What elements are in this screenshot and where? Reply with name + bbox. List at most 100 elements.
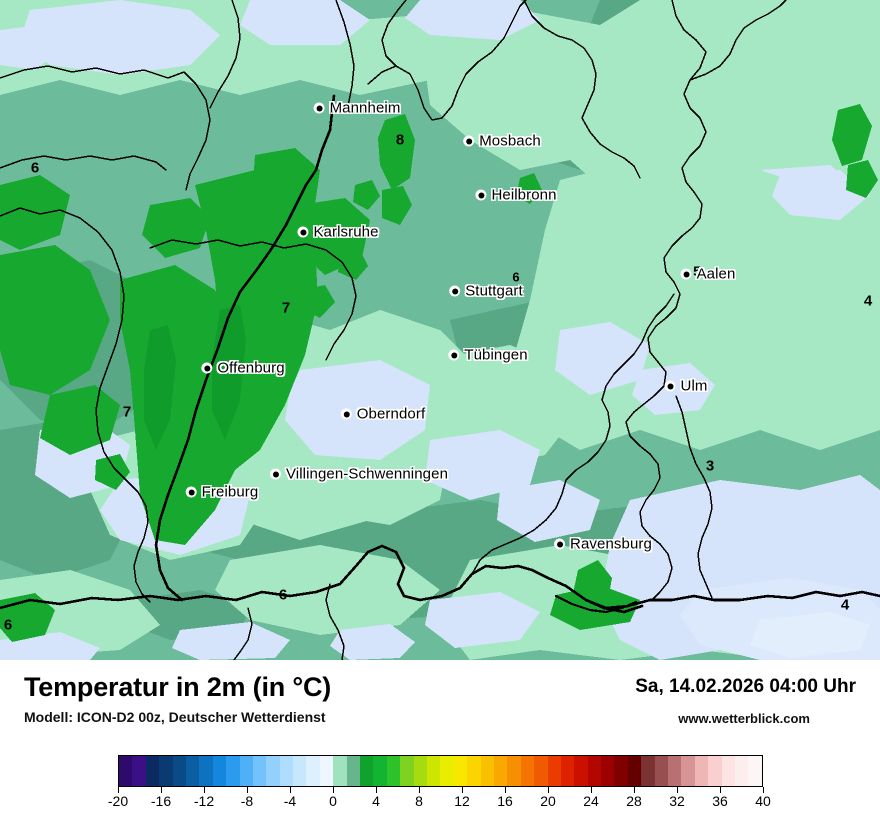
city-dot-icon [269,468,281,480]
footer-panel: Temperatur in 2m (in °C) Modell: ICON-D2… [0,660,880,830]
colorbar-swatch [520,756,535,786]
city-label: Aalen [696,265,736,283]
colorbar-tick-label: 32 [669,793,685,809]
site-url-label: www.wetterblick.com [678,711,810,726]
colorbar-swatch [172,756,186,786]
colorbar-swatch [252,756,267,786]
isotherm-label: 6 [30,159,40,177]
colorbar-swatch [346,756,361,786]
colorbar-tick [634,787,635,793]
colorbar-swatch [266,756,280,786]
colorbar-swatch [694,756,709,786]
city-label: Karlsruhe [313,223,379,241]
colorbar-swatch [239,756,253,786]
city-marker-karlsruhe[interactable]: Karlsruhe [297,224,378,241]
city-label: Freiburg [201,483,259,501]
colorbar-swatch [560,756,575,786]
colorbar-swatch [145,756,160,786]
colorbar-tick-label: -8 [240,793,254,809]
isotherm-label: 6 [278,586,288,604]
colorbar-swatch [601,756,615,786]
colorbar-ticks [118,787,764,795]
colorbar-tick [720,787,721,793]
colorbar-tick-label: -20 [107,793,129,809]
city-marker-oberndorf[interactable]: Oberndorf [340,406,425,423]
colorbar-swatch [386,756,401,786]
colorbar-tick [763,787,764,793]
colorbar-tick [548,787,549,793]
city-dot-icon [313,102,325,114]
isotherm-label: 4 [840,596,850,614]
city-marker-stuttgart[interactable]: Stuttgart [449,283,523,300]
colorbar-tick [677,787,678,793]
city-label: Ravensburg [570,535,652,553]
city-marker-ravensburg[interactable]: Ravensburg [554,536,652,553]
colorbar-swatch [226,756,240,786]
colorbar-swatch [721,756,735,786]
city-marker-mannheim[interactable]: Mannheim [313,99,401,117]
colorbar-swatch [440,756,454,786]
colorbar-swatch [400,756,414,786]
colorbar-swatch [708,756,722,786]
colorbar-swatch [574,756,588,786]
colorbar-swatch [493,756,508,786]
valid-time-label: Sa, 14.02.2026 04:00 Uhr [635,676,856,697]
colorbar-swatch [641,756,655,786]
map-panel[interactable]: 6 8 7 7 6 6 5 4 3 6 4 Mannheim Mosbach [0,0,880,660]
colorbar-swatch [426,756,441,786]
city-marker-heilbronn[interactable]: Heilbronn [475,187,556,204]
colorbar-swatch [748,756,762,786]
colorbar-tick [204,787,205,793]
colorbar-swatch [547,756,561,786]
colorbar-swatch [734,756,749,786]
city-marker-offenburg[interactable]: Offenburg [201,360,285,377]
colorbar-swatch [185,756,200,786]
city-label: Tübingen [464,346,528,364]
colorbar-swatch [453,756,468,786]
city-marker-freiburg[interactable]: Freiburg [185,483,259,501]
colorbar-swatch [319,756,334,786]
colorbar-tick [161,787,162,793]
isotherm-label: 7 [281,299,291,317]
colorbar-swatch [212,756,227,786]
colorbar: -20 -16 -12 -8 -4 0 4 8 12 16 20 24 28 32 36 40 [0,755,880,825]
city-label: Mannheim [329,99,401,117]
city-dot-icon [664,380,676,392]
city-dot-icon [185,486,197,498]
isotherm-label: 8 [395,131,405,149]
colorbar-gradient [118,755,763,787]
colorbar-tick [333,787,334,793]
isotherm-label: 3 [705,457,715,475]
city-marker-mosbach[interactable]: Mosbach [463,133,541,150]
colorbar-swatch [507,756,521,786]
colorbar-tick-label: 24 [583,793,599,809]
colorbar-swatch [360,756,374,786]
city-marker-aalen[interactable]: Aalen [680,265,736,283]
colorbar-tick [247,787,248,793]
city-dot-icon [448,349,460,361]
city-dot-icon [475,189,487,201]
city-dot-icon [554,538,566,550]
colorbar-tick-label: 16 [497,793,513,809]
colorbar-swatch [480,756,494,786]
city-dot-icon [449,285,461,297]
isotherm-label: 7 [122,403,132,421]
colorbar-tick [505,787,506,793]
isotherm-label: 4 [863,292,873,310]
colorbar-swatch [279,756,294,786]
colorbar-tick-label: -4 [283,793,297,809]
city-label: Ulm [680,377,708,395]
colorbar-tick-label: 8 [415,793,423,809]
colorbar-tick [591,787,592,793]
colorbar-tick-label: 40 [755,793,771,809]
colorbar-swatch [373,756,387,786]
city-marker-ulm[interactable]: Ulm [664,377,708,395]
city-marker-villingen-schwenningen[interactable]: Villingen-Schwenningen [269,466,448,483]
city-marker-tuebingen[interactable]: Tübingen [448,346,528,364]
colorbar-tick [290,787,291,793]
colorbar-swatch [668,756,682,786]
city-label: Stuttgart [465,282,523,300]
colorbar-tick-label: 4 [372,793,380,809]
city-dot-icon [201,362,213,374]
